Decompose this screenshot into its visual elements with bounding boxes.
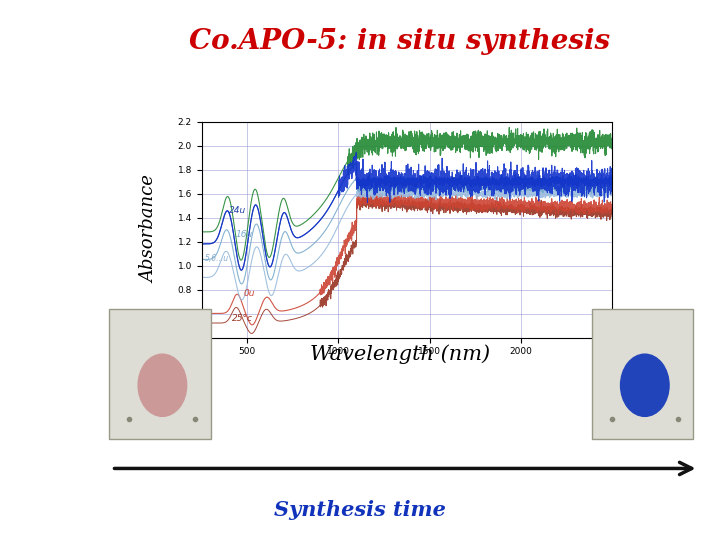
Text: 16u: 16u [235, 230, 253, 239]
Text: Wavelength (nm): Wavelength (nm) [310, 344, 490, 363]
Text: 25°c: 25°c [232, 314, 253, 323]
Text: 5,6...u: 5,6...u [205, 254, 229, 262]
Text: Co.APO-5: in situ synthesis: Co.APO-5: in situ synthesis [189, 28, 610, 55]
Text: 24u: 24u [229, 206, 246, 215]
Circle shape [621, 354, 669, 416]
Circle shape [138, 354, 186, 416]
Text: 0u: 0u [243, 289, 255, 298]
Text: Absorbance: Absorbance [141, 176, 158, 284]
Text: Synthesis time: Synthesis time [274, 500, 446, 521]
